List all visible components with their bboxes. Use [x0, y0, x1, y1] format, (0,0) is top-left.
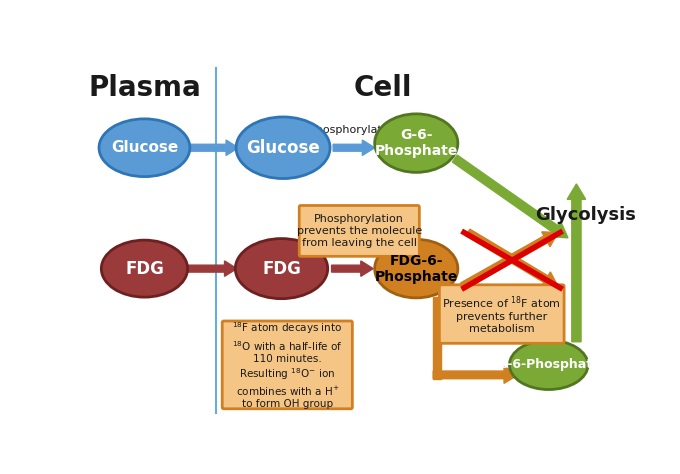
FancyArrow shape [460, 232, 558, 290]
Text: G-6-
Phosphate: G-6- Phosphate [375, 128, 458, 158]
Text: Presence of $^{18}$F atom
prevents further
metabolism: Presence of $^{18}$F atom prevents furth… [443, 294, 561, 334]
FancyArrow shape [433, 366, 518, 383]
FancyArrow shape [452, 155, 568, 238]
FancyArrow shape [190, 140, 239, 155]
FancyArrow shape [466, 229, 558, 286]
Ellipse shape [375, 239, 458, 298]
Ellipse shape [375, 114, 458, 173]
FancyArrow shape [567, 184, 585, 342]
Text: Glycolysis: Glycolysis [535, 206, 636, 224]
FancyBboxPatch shape [299, 206, 420, 256]
FancyBboxPatch shape [439, 285, 564, 343]
Text: FDG-6-
Phosphate: FDG-6- Phosphate [375, 254, 458, 284]
FancyArrow shape [332, 261, 373, 276]
Ellipse shape [509, 340, 588, 390]
Ellipse shape [235, 238, 328, 299]
Bar [433, 297, 441, 379]
FancyArrow shape [333, 140, 375, 155]
Text: G-6-Phosphate: G-6-Phosphate [497, 358, 600, 372]
Text: Phosphorylation
prevents the molecule
from leaving the cell: Phosphorylation prevents the molecule fr… [296, 214, 422, 247]
Text: Plasma: Plasma [88, 74, 201, 102]
Ellipse shape [99, 119, 190, 177]
Text: Phosphorylation: Phosphorylation [309, 125, 400, 135]
Text: Phosphorylation: Phosphorylation [307, 246, 397, 256]
Text: $^{18}$F atom decays into
$^{18}$O with a half-life of
110 minutes.
Resulting $^: $^{18}$F atom decays into $^{18}$O with … [232, 320, 343, 409]
Text: Cell: Cell [354, 74, 412, 102]
FancyArrow shape [188, 261, 237, 276]
Ellipse shape [101, 240, 188, 297]
Text: Glucose: Glucose [246, 139, 320, 157]
FancyBboxPatch shape [222, 321, 352, 409]
Text: Glucose: Glucose [111, 140, 178, 155]
Text: FDG: FDG [125, 260, 164, 278]
Ellipse shape [236, 117, 330, 179]
Text: FDG: FDG [262, 260, 301, 278]
